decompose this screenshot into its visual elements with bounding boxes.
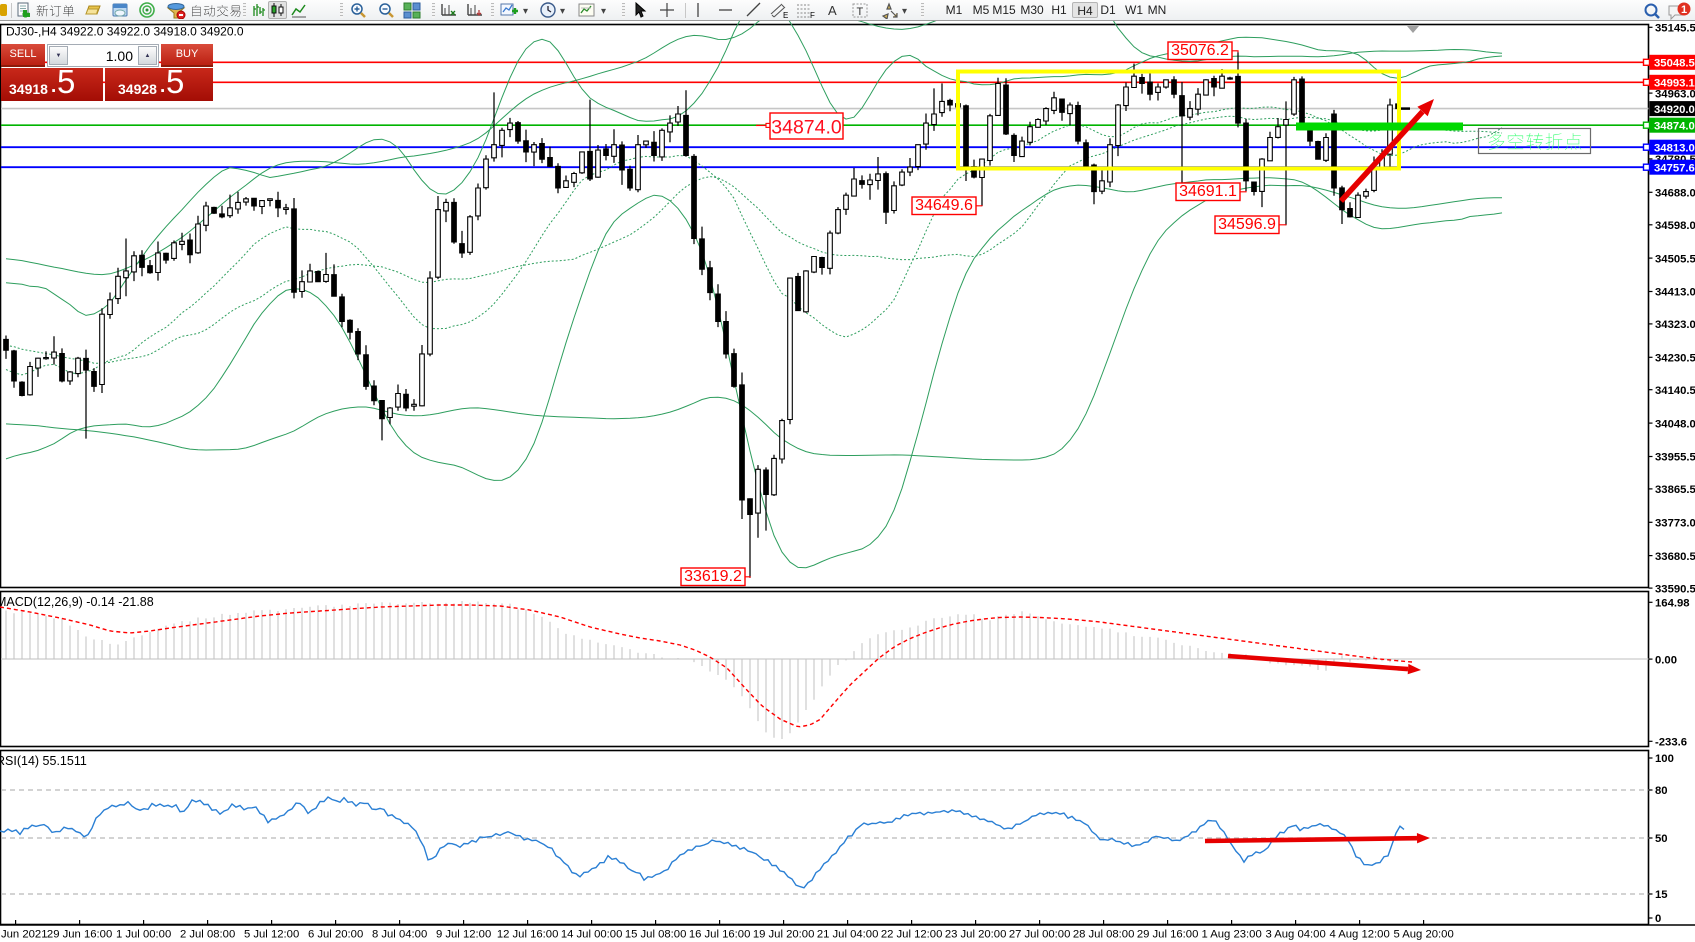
svg-text:34757.6: 34757.6 bbox=[1654, 163, 1695, 175]
svg-text:21 Jul 04:00: 21 Jul 04:00 bbox=[817, 929, 879, 941]
svg-text:28 Jul 08:00: 28 Jul 08:00 bbox=[1073, 929, 1135, 941]
svg-text:5 Aug 20:00: 5 Aug 20:00 bbox=[1393, 929, 1453, 941]
svg-text:23 Jul 20:00: 23 Jul 20:00 bbox=[945, 929, 1007, 941]
svg-text:34596.9: 34596.9 bbox=[1218, 216, 1276, 233]
svg-text:1: 1 bbox=[1681, 4, 1687, 16]
svg-text:35076.2: 35076.2 bbox=[1171, 42, 1229, 59]
svg-text:100: 100 bbox=[1655, 753, 1674, 765]
svg-text:12 Jul 16:00: 12 Jul 16:00 bbox=[497, 929, 559, 941]
svg-text:34598.0: 34598.0 bbox=[1655, 220, 1695, 232]
svg-text:33590.5: 33590.5 bbox=[1655, 583, 1695, 595]
svg-text:29 Jul 16:00: 29 Jul 16:00 bbox=[1137, 929, 1199, 941]
svg-text:50: 50 bbox=[1655, 833, 1668, 845]
svg-text:34813.0: 34813.0 bbox=[1654, 143, 1695, 155]
svg-text:33773.0: 33773.0 bbox=[1655, 518, 1695, 530]
svg-text:Jun 2021: Jun 2021 bbox=[1, 929, 47, 941]
svg-text:MACD(12,26,9) -0.14 -21.88: MACD(12,26,9) -0.14 -21.88 bbox=[0, 595, 154, 609]
svg-text:34323.0: 34323.0 bbox=[1655, 319, 1695, 331]
svg-text:34874.0: 34874.0 bbox=[1654, 121, 1695, 133]
svg-text:34649.6: 34649.6 bbox=[915, 197, 973, 214]
svg-text:34688.0: 34688.0 bbox=[1655, 188, 1695, 200]
svg-text:-233.6: -233.6 bbox=[1655, 737, 1687, 749]
svg-text:34140.5: 34140.5 bbox=[1655, 385, 1695, 397]
svg-text:22 Jul 12:00: 22 Jul 12:00 bbox=[881, 929, 943, 941]
svg-text:29 Jun 16:00: 29 Jun 16:00 bbox=[47, 929, 112, 941]
svg-text:34874.0: 34874.0 bbox=[771, 117, 842, 139]
svg-text:1 Jul 00:00: 1 Jul 00:00 bbox=[116, 929, 171, 941]
svg-text:34963.0: 34963.0 bbox=[1655, 88, 1695, 100]
svg-text:19 Jul 20:00: 19 Jul 20:00 bbox=[753, 929, 815, 941]
svg-text:2 Jul 08:00: 2 Jul 08:00 bbox=[180, 929, 235, 941]
svg-text:27 Jul 00:00: 27 Jul 00:00 bbox=[1009, 929, 1071, 941]
svg-text:4 Aug 12:00: 4 Aug 12:00 bbox=[1329, 929, 1389, 941]
svg-text:34230.5: 34230.5 bbox=[1655, 353, 1695, 365]
svg-text:0.00: 0.00 bbox=[1655, 654, 1677, 666]
svg-text:3 Aug 04:00: 3 Aug 04:00 bbox=[1265, 929, 1325, 941]
svg-text:34920.0: 34920.0 bbox=[1654, 104, 1695, 116]
svg-text:16 Jul 16:00: 16 Jul 16:00 bbox=[689, 929, 751, 941]
svg-text:8 Jul 04:00: 8 Jul 04:00 bbox=[372, 929, 427, 941]
svg-text:35145.5: 35145.5 bbox=[1655, 23, 1695, 35]
svg-text:34048.0: 34048.0 bbox=[1655, 418, 1695, 430]
svg-text:33865.5: 33865.5 bbox=[1655, 484, 1695, 496]
svg-text:15: 15 bbox=[1655, 889, 1668, 901]
svg-text:5 Jul 12:00: 5 Jul 12:00 bbox=[244, 929, 299, 941]
svg-text:34505.5: 34505.5 bbox=[1655, 253, 1695, 265]
svg-text:35048.5: 35048.5 bbox=[1654, 58, 1695, 70]
svg-text:33955.5: 33955.5 bbox=[1655, 452, 1695, 464]
svg-text:1 Aug 23:00: 1 Aug 23:00 bbox=[1201, 929, 1261, 941]
svg-text:33680.5: 33680.5 bbox=[1655, 551, 1695, 563]
svg-text:164.98: 164.98 bbox=[1655, 598, 1690, 610]
svg-text:34413.0: 34413.0 bbox=[1655, 287, 1695, 299]
svg-text:80: 80 bbox=[1655, 785, 1668, 797]
svg-text:T: T bbox=[857, 6, 864, 18]
svg-text:33619.2: 33619.2 bbox=[684, 568, 742, 585]
svg-text:E: E bbox=[783, 11, 788, 19]
svg-text:34993.1: 34993.1 bbox=[1654, 78, 1695, 90]
svg-text:9 Jul 12:00: 9 Jul 12:00 bbox=[436, 929, 491, 941]
svg-text:F: F bbox=[810, 11, 815, 19]
svg-text:RSI(14) 55.1511: RSI(14) 55.1511 bbox=[0, 754, 87, 768]
svg-text:0: 0 bbox=[1655, 913, 1661, 925]
svg-text:DJ30-,H4 34922.0 34922.0 3491: DJ30-,H4 34922.0 34922.0 34918.0 34920.0 bbox=[6, 25, 244, 39]
svg-text:34691.1: 34691.1 bbox=[1179, 183, 1237, 200]
svg-text:15 Jul 08:00: 15 Jul 08:00 bbox=[625, 929, 687, 941]
svg-text:6 Jul 20:00: 6 Jul 20:00 bbox=[308, 929, 363, 941]
svg-text:14 Jul 00:00: 14 Jul 00:00 bbox=[561, 929, 623, 941]
